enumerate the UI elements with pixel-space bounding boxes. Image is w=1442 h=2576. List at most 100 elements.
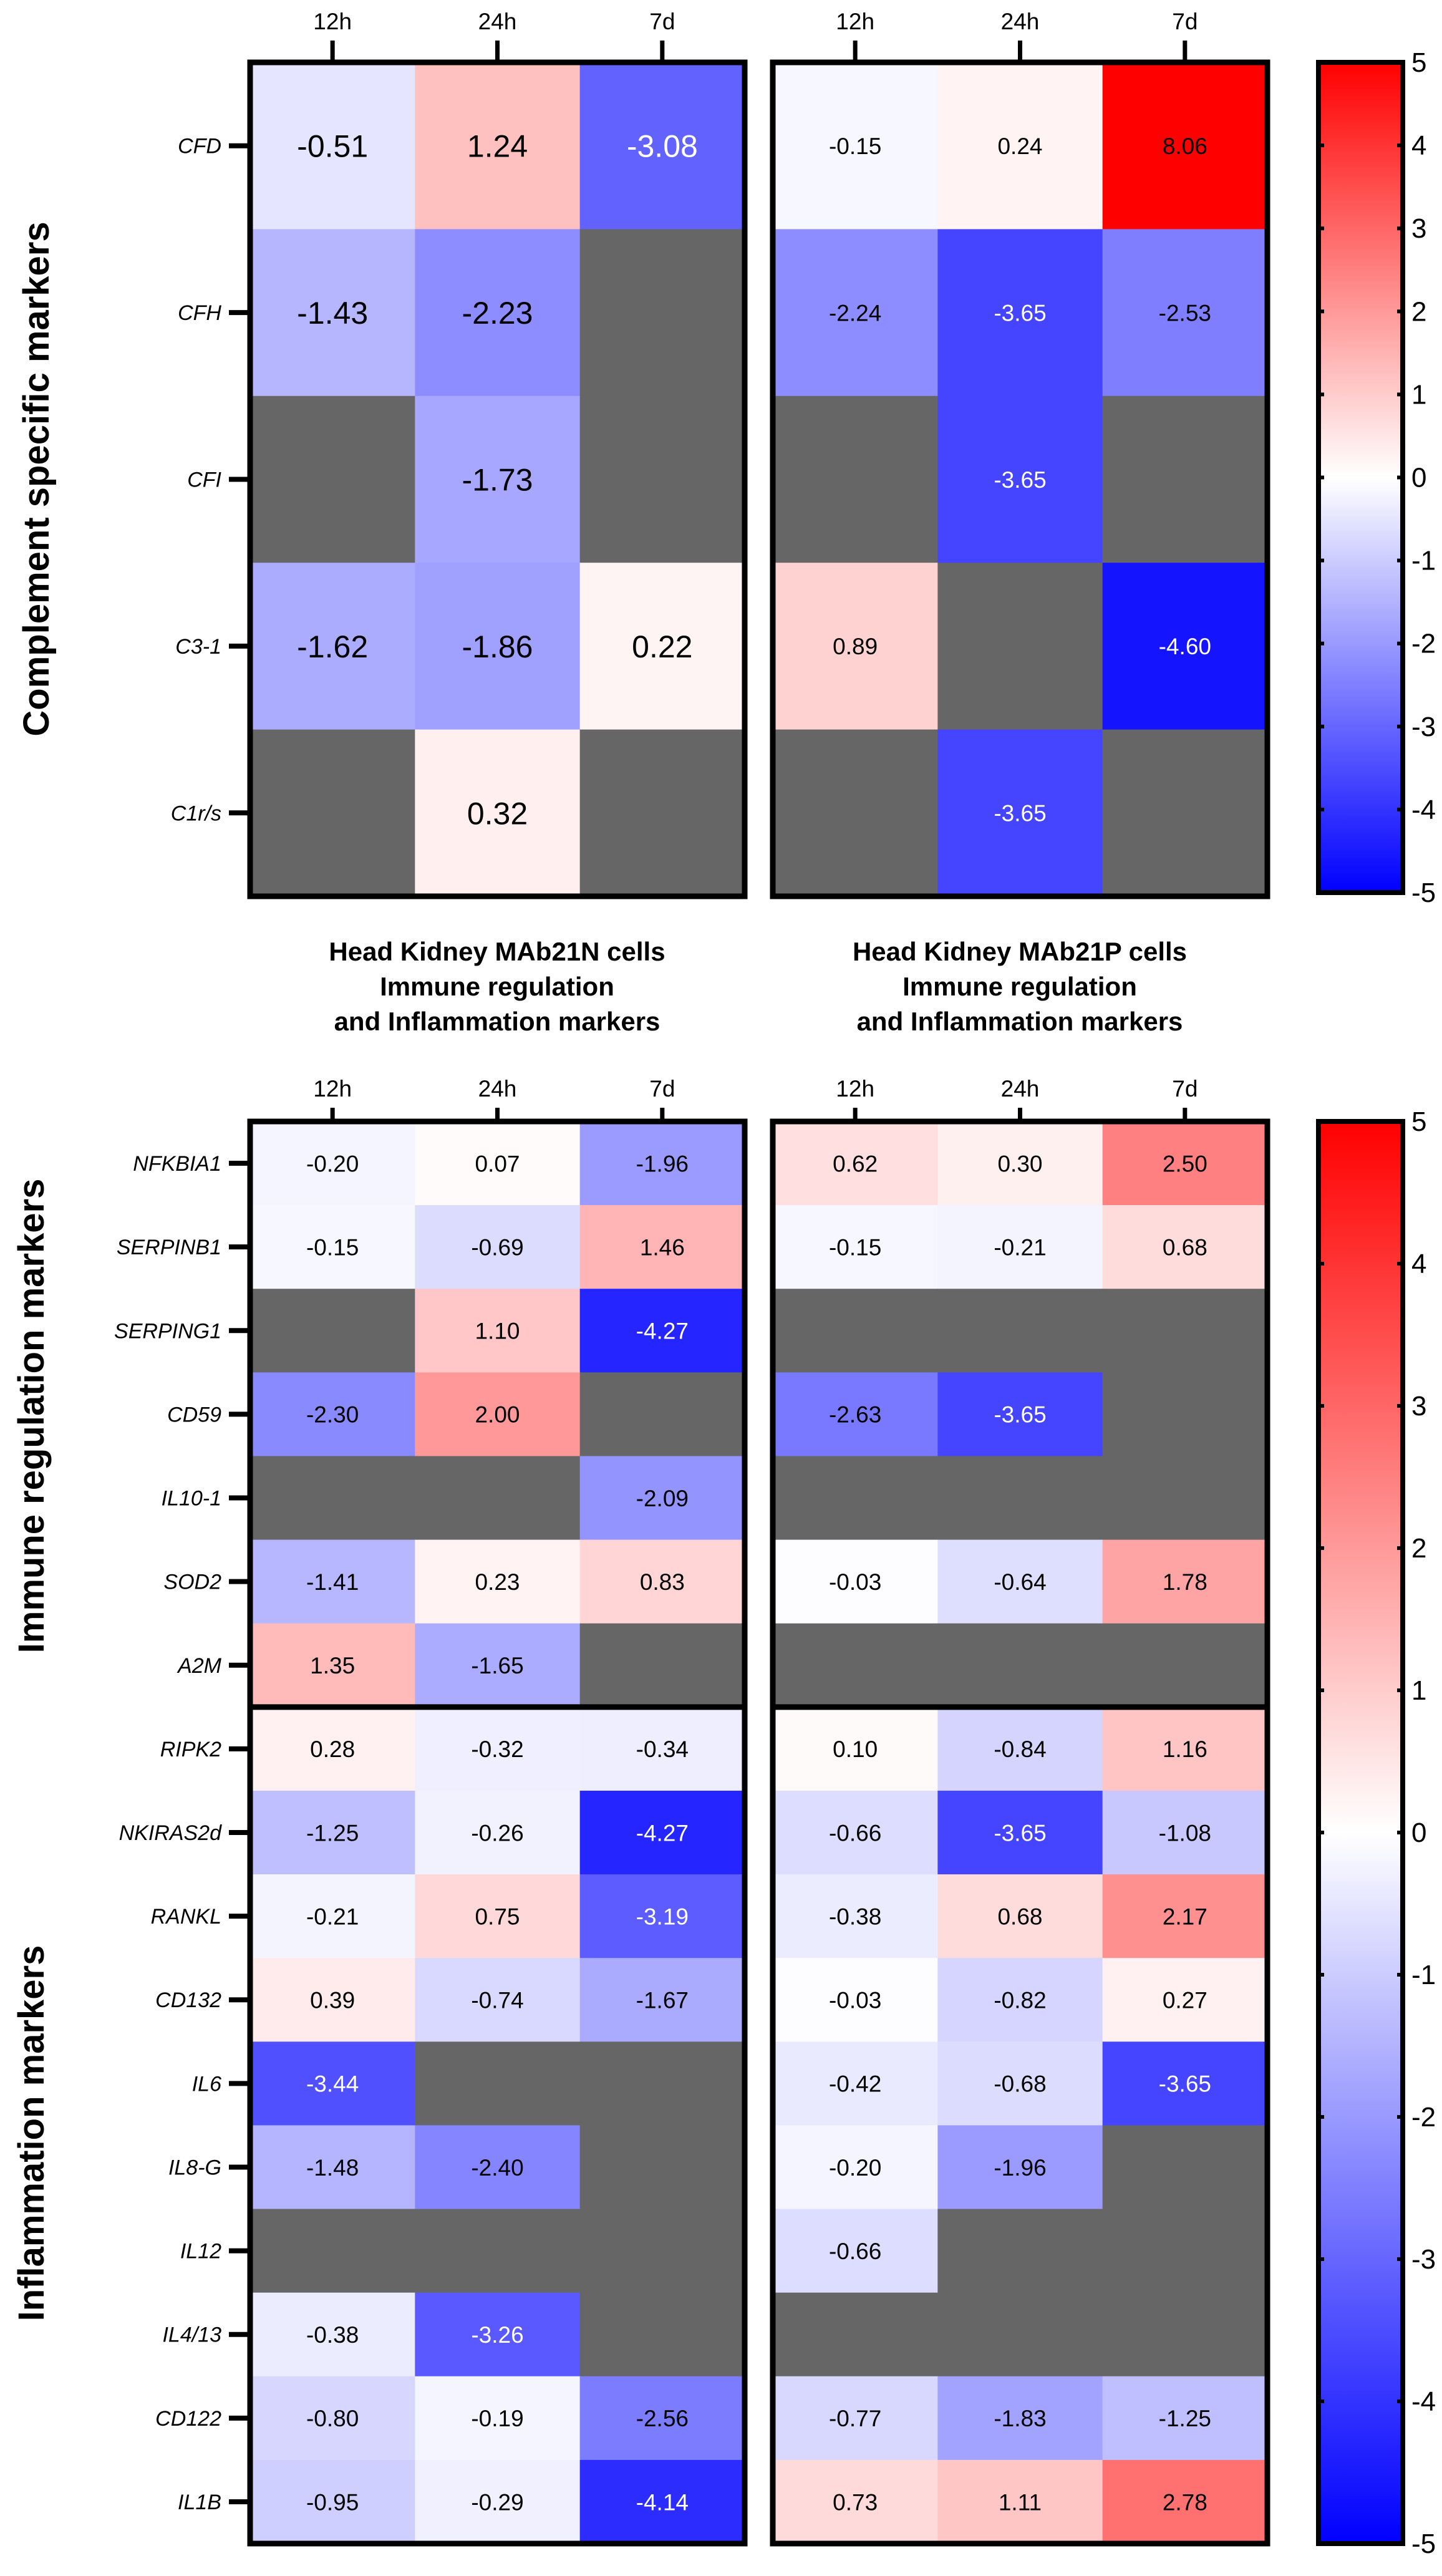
- panel-border: [770, 59, 1270, 899]
- heatmap-cell: [1102, 1707, 1268, 1791]
- cell-value-label: -0.66: [829, 1820, 881, 1846]
- cell-value-label: 0.27: [1163, 1988, 1207, 2013]
- heatmap-cell: [1102, 1623, 1268, 1708]
- cell-value-label: 2.78: [1163, 2489, 1207, 2515]
- colorbar-tick-label: -5: [1411, 878, 1436, 908]
- cell-value-label: -0.19: [471, 2406, 523, 2431]
- cell-value-label: 1.11: [999, 2489, 1042, 2515]
- cell-value-label: 1.16: [1163, 1736, 1207, 1762]
- heatmap-cell: [579, 1205, 745, 1289]
- colorbar-tick-label: 4: [1411, 1249, 1426, 1279]
- heatmap-cell: [773, 2376, 938, 2461]
- cell-value-label: -0.95: [306, 2489, 359, 2515]
- heatmap-cell: [415, 1205, 581, 1289]
- row-label: SERPINB1: [117, 1236, 221, 1259]
- heatmap-cell: [250, 1623, 415, 1708]
- heatmap-cell: [773, 563, 938, 730]
- cell-value-label: -0.32: [471, 1736, 523, 1762]
- heatmap-cell: [1102, 1372, 1268, 1456]
- heatmap-cell: [250, 1205, 415, 1289]
- cell-value-label: -1.67: [636, 1988, 689, 2013]
- heatmap-cell: [579, 2125, 745, 2210]
- row-label: C1r/s: [171, 801, 221, 825]
- heatmap-cell: [415, 395, 581, 563]
- heatmap-cell: [773, 1790, 938, 1875]
- cell-value-label: -1.73: [462, 463, 533, 498]
- column-label: 24h: [1001, 9, 1040, 34]
- heatmap-cell: [937, 229, 1103, 397]
- heatmap-cell: [937, 1958, 1103, 2042]
- panel-title-line: and Inflammation markers: [334, 1007, 661, 1036]
- heatmap-cell: [1102, 2376, 1268, 2461]
- heatmap-cell: [250, 2041, 415, 2126]
- heatmap-panel-immune-inflammation-mab21p: 0.62 0.30 2.50 -0.15 -0.21 0.68 -2.63 -3.65 -0.0…: [770, 1076, 1270, 2547]
- row-label: SERPING1: [114, 1319, 221, 1343]
- cell-value-label: -2.56: [636, 2406, 689, 2431]
- heatmap-cell: [937, 2041, 1103, 2126]
- cell-value-label: -3.65: [994, 1820, 1046, 1846]
- colorbar-gradient: [1316, 60, 1405, 895]
- cell-value-label: 0.39: [310, 1988, 355, 2013]
- heatmap-cell: [773, 1958, 938, 2042]
- cell-value-label: -0.74: [471, 1988, 523, 2013]
- cell-value-label: -2.40: [471, 2155, 523, 2181]
- heatmap-cell: [773, 729, 938, 897]
- cell-value-label: -0.64: [994, 1569, 1046, 1595]
- cell-value-label: -1.65: [471, 1653, 523, 1678]
- cell-value-label: 1.78: [1163, 1569, 1207, 1595]
- colorbar-tick-label: 0: [1411, 1818, 1426, 1848]
- heatmap-cell: [579, 1707, 745, 1791]
- cell-value-label: -0.03: [829, 1569, 881, 1595]
- y-axis-group-label: Inflammation markers: [11, 1945, 52, 2322]
- cell-value-label: -2.63: [829, 1402, 881, 1428]
- heatmap-cell: [415, 1623, 581, 1708]
- column-label: 12h: [836, 9, 874, 34]
- cell-value-label: -4.27: [636, 1820, 689, 1846]
- cell-value-label: -1.83: [994, 2406, 1046, 2431]
- cell-value-label: -2.53: [1159, 300, 1211, 326]
- cell-value-label: -1.43: [297, 296, 368, 331]
- heatmap-cell: [250, 395, 415, 563]
- row-label: NFKBIA1: [133, 1152, 221, 1176]
- panel-border: [247, 1118, 748, 2547]
- heatmap-cell: [773, 2459, 938, 2544]
- column-label: 24h: [478, 1076, 517, 1102]
- colorbar-tick-label: -5: [1411, 2529, 1436, 2559]
- colorbar-tick-label: -3: [1411, 712, 1436, 742]
- heatmap-cell: [415, 62, 581, 230]
- heatmap-cell: [937, 395, 1103, 563]
- heatmap-cell: [579, 1874, 745, 1959]
- cell-value-label: 0.62: [833, 1151, 878, 1176]
- colorbar-tick-label: 2: [1411, 1533, 1426, 1564]
- column-label: 12h: [836, 1076, 874, 1102]
- y-axis-group-label: Complement specific markers: [16, 221, 57, 736]
- heatmap-cell: [415, 2292, 581, 2377]
- heatmap-cell: [415, 1707, 581, 1791]
- heatmap-cell: [937, 2376, 1103, 2461]
- row-label: IL1B: [178, 2491, 221, 2514]
- cell-value-label: -0.38: [829, 1904, 881, 1929]
- heatmap-cell: [415, 2041, 581, 2126]
- cell-value-label: -3.65: [1159, 2071, 1211, 2097]
- cell-value-label: -0.69: [471, 1234, 523, 1260]
- cell-value-label: -1.41: [306, 1569, 359, 1595]
- heatmap-cell: [1102, 395, 1268, 563]
- heatmap-cell: [1102, 2209, 1268, 2293]
- cell-value-label: -0.21: [306, 1904, 359, 1929]
- heatmap-cell: [937, 729, 1103, 897]
- column-label: 12h: [313, 1076, 352, 1102]
- cell-value-label: 1.35: [310, 1653, 355, 1678]
- cell-value-label: -3.44: [306, 2071, 359, 2097]
- row-label: SOD2: [163, 1571, 221, 1594]
- heatmap-cell: [579, 2376, 745, 2461]
- colorbar-tick-label: -3: [1411, 2244, 1436, 2275]
- heatmap-cell: [1102, 1205, 1268, 1289]
- colorbar-tick-label: 3: [1411, 1391, 1426, 1421]
- colorbar-top: 5 4 3 2 1 0 -1 -2 -3 -4 -5: [1316, 47, 1436, 908]
- heatmap-panel-immune-inflammation-mab21n: -0.20 0.07 -1.96 -0.15 -0.69 1.46 1.10 -4.27 -2.…: [114, 1076, 748, 2547]
- heatmap-cell: [415, 563, 581, 730]
- heatmap-cell: [579, 1289, 745, 1373]
- cell-value-label: -4.60: [1159, 634, 1211, 659]
- cell-value-label: -1.08: [1159, 1820, 1211, 1846]
- cell-value-label: -1.25: [306, 1820, 359, 1846]
